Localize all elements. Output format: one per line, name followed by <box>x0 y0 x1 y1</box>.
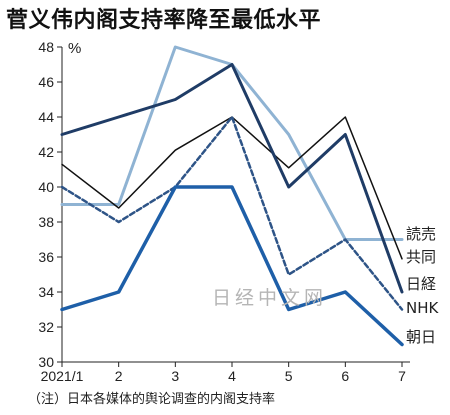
series-line <box>60 63 404 294</box>
y-tick-label: 38 <box>38 214 54 230</box>
series-label: 朝日 <box>406 328 436 346</box>
chart-footnote: （注）日本各媒体的舆论调查的内阁支持率 <box>28 392 276 407</box>
x-tick-label: 7 <box>398 368 406 384</box>
y-tick-label: 44 <box>38 109 54 125</box>
x-tick-label: 4 <box>228 368 236 384</box>
x-tick-label: 6 <box>341 368 349 384</box>
y-tick-label: 46 <box>38 74 54 90</box>
series-label: 共同 <box>406 248 436 266</box>
series-lines <box>60 45 404 347</box>
series-label: 日経 <box>406 275 436 293</box>
unit-label: % <box>68 40 81 57</box>
y-tick-label: 32 <box>38 319 54 335</box>
watermark: 日经中文网 <box>212 287 328 309</box>
series-label: NHK <box>406 299 440 317</box>
y-tick-label: 30 <box>38 354 54 370</box>
series-line <box>60 115 404 311</box>
y-tick-label: 48 <box>38 39 54 55</box>
y-tick-label: 34 <box>38 284 54 300</box>
y-tick-label: 40 <box>38 179 54 195</box>
chart-title: 菅义伟内阁支持率降至最低水平 <box>6 7 322 32</box>
series-label: 読売 <box>406 225 436 243</box>
x-tick-label: 5 <box>285 368 293 384</box>
series-line <box>60 185 404 347</box>
x-tick-label: 2 <box>115 368 123 384</box>
y-tick-label: 42 <box>38 144 54 160</box>
series-line <box>60 45 404 241</box>
x-tick-label: 3 <box>171 368 179 384</box>
y-tick-label: 36 <box>38 249 54 265</box>
x-tick-label: 2021/1 <box>41 368 84 384</box>
